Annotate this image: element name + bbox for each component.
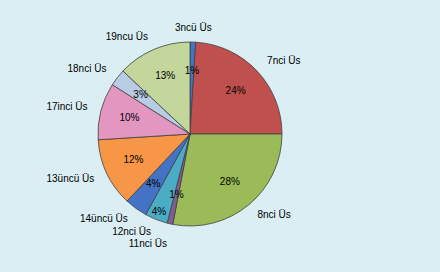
- data-label: 28%: [220, 176, 240, 187]
- data-label: 4%: [146, 178, 161, 189]
- chart-container: 3ncü Üs 7nci Üs 8nci Üs 11nci Üs12nci Üs 14ü…: [0, 0, 440, 272]
- category-label: 18nci Üs: [67, 63, 106, 74]
- data-label: 3%: [133, 89, 148, 100]
- data-label: 1%: [169, 189, 184, 200]
- data-label: 12%: [123, 154, 143, 165]
- data-label: 13%: [155, 70, 175, 81]
- category-labels: 3ncü Üs 7nci Üs 8nci Üs 11nci Üs12nci Üs 14ü…: [46, 22, 300, 249]
- data-label: 24%: [226, 85, 246, 96]
- data-label: 10%: [119, 112, 139, 123]
- category-label: 11nci Üs: [129, 238, 167, 249]
- category-label: 3ncü Üs: [175, 22, 212, 33]
- category-label: 13üncü Üs: [46, 173, 94, 184]
- slices: [98, 42, 282, 226]
- pie-slice: [98, 134, 190, 201]
- category-label: 17inci Üs: [46, 101, 87, 112]
- pie-group: 3ncü Üs 7nci Üs 8nci Üs 11nci Üs12nci Üs 14ü…: [46, 22, 300, 249]
- category-label: 14üncü Üs: [80, 213, 128, 224]
- category-label: 19ncu Üs: [106, 31, 148, 42]
- category-label: 12nci Üs: [112, 226, 151, 237]
- category-label: 7nci Üs: [267, 55, 300, 66]
- data-label: 4%: [152, 206, 167, 217]
- category-label: 8nci Üs: [257, 209, 290, 220]
- data-labels: 1%24%28%1%4%4%12%10%3%13%: [119, 65, 245, 217]
- data-label: 1%: [185, 65, 200, 76]
- chart-svg: 3ncü Üs 7nci Üs 8nci Üs 11nci Üs12nci Üs 14ü…: [0, 0, 440, 272]
